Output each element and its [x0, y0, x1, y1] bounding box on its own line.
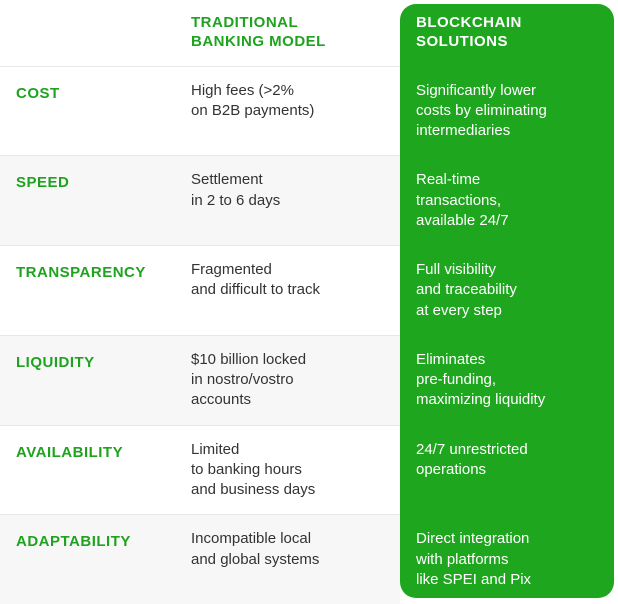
header-blockchain: BLOCKCHAINSOLUTIONS — [400, 0, 618, 66]
row-blockchain: Eliminatespre-funding,maximizing liquidi… — [416, 350, 602, 411]
table-row: COST High fees (>2%on B2B payments) Sign… — [0, 66, 618, 156]
row-label: LIQUIDITY — [16, 350, 159, 371]
row-label: AVAILABILITY — [16, 440, 159, 461]
header-empty — [0, 0, 175, 66]
header-blockchain-text: BLOCKCHAINSOLUTIONS — [416, 14, 602, 52]
comparison-table: TRADITIONALBANKING MODEL BLOCKCHAINSOLUT… — [0, 0, 618, 604]
row-traditional: Settlementin 2 to 6 days — [191, 170, 384, 211]
row-traditional: Limitedto banking hoursand business days — [191, 440, 384, 501]
row-blockchain: Full visibilityand traceabilityat every … — [416, 260, 602, 321]
table-row: TRANSPARENCY Fragmentedand difficult to … — [0, 246, 618, 336]
header-traditional-text: TRADITIONALBANKING MODEL — [191, 14, 384, 52]
row-blockchain: Significantly lowercosts by eliminatingi… — [416, 81, 602, 142]
table-row: SPEED Settlementin 2 to 6 days Real-time… — [0, 156, 618, 246]
row-traditional: Fragmentedand difficult to track — [191, 260, 384, 301]
row-traditional: High fees (>2%on B2B payments) — [191, 81, 384, 122]
row-label: TRANSPARENCY — [16, 260, 159, 281]
row-blockchain: Direct integrationwith platformslike SPE… — [416, 529, 602, 590]
header-row: TRADITIONALBANKING MODEL BLOCKCHAINSOLUT… — [0, 0, 618, 66]
table-row: LIQUIDITY $10 billion lockedin nostro/vo… — [0, 335, 618, 425]
row-label: ADAPTABILITY — [16, 529, 159, 550]
row-label: COST — [16, 81, 159, 102]
row-traditional: $10 billion lockedin nostro/vostroaccoun… — [191, 350, 384, 411]
row-label: SPEED — [16, 170, 159, 191]
table-row: AVAILABILITY Limitedto banking hoursand … — [0, 425, 618, 515]
row-blockchain: Real-timetransactions,available 24/7 — [416, 170, 602, 231]
header-traditional: TRADITIONALBANKING MODEL — [175, 0, 400, 66]
table-row: ADAPTABILITY Incompatible localand globa… — [0, 515, 618, 604]
row-blockchain: 24/7 unrestrictedoperations — [416, 440, 602, 481]
row-traditional: Incompatible localand global systems — [191, 529, 384, 570]
